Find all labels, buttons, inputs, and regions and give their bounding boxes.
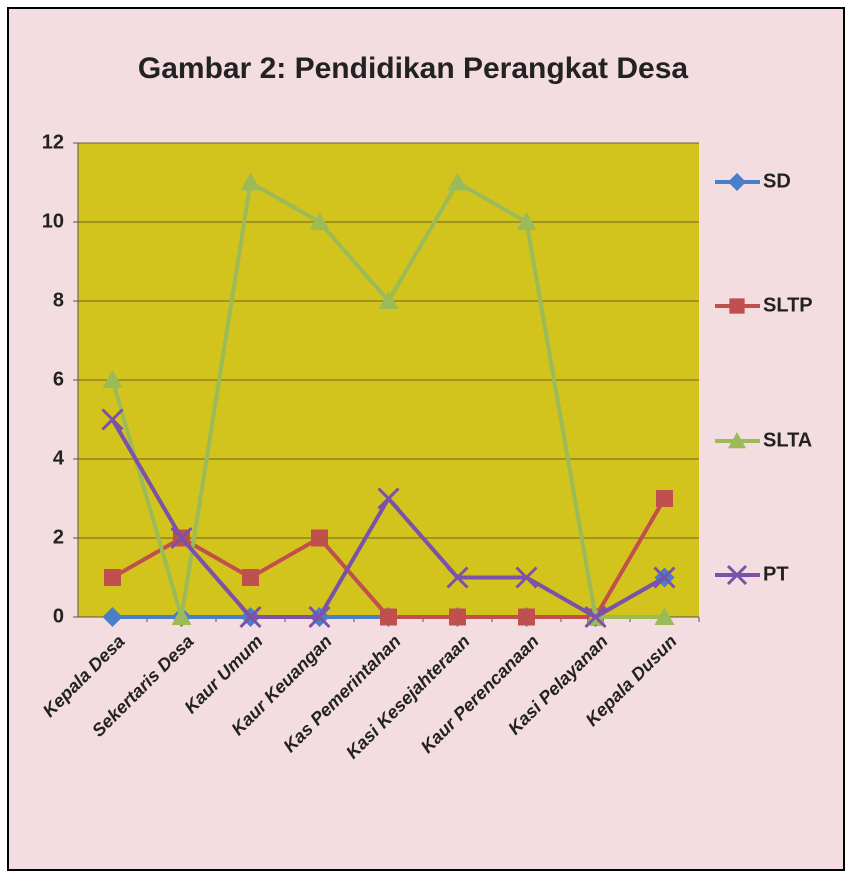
- chart-title: Gambar 2: Pendidikan Perangkat Desa: [138, 52, 689, 85]
- marker: [102, 607, 123, 627]
- marker: [102, 370, 123, 388]
- marker: [516, 212, 537, 230]
- legend-marker: [729, 298, 745, 314]
- legend-label: SD: [763, 170, 791, 192]
- legend-label: SLTP: [763, 294, 813, 316]
- marker: [239, 605, 262, 629]
- marker: [311, 529, 328, 547]
- legend-label: PT: [763, 563, 789, 585]
- marker: [170, 526, 193, 550]
- y-tick-label: 4: [53, 447, 65, 469]
- marker: [240, 172, 261, 191]
- marker: [377, 487, 400, 510]
- y-tick-label: 2: [53, 526, 64, 548]
- y-tick-label: 6: [53, 368, 64, 390]
- marker: [446, 566, 469, 589]
- marker: [654, 607, 675, 625]
- marker: [449, 608, 466, 626]
- marker: [171, 607, 192, 625]
- y-tick-label: 12: [42, 131, 64, 153]
- marker: [378, 291, 399, 309]
- marker: [380, 608, 397, 626]
- legend-marker: [728, 173, 746, 191]
- y-tick-label: 10: [42, 210, 64, 232]
- marker: [653, 566, 676, 589]
- marker: [515, 566, 538, 589]
- marker: [518, 608, 535, 626]
- marker: [309, 212, 330, 230]
- marker: [242, 569, 259, 586]
- legend-marker: [726, 564, 748, 586]
- marker: [308, 605, 331, 629]
- marker: [101, 408, 124, 431]
- marker: [104, 569, 121, 586]
- y-tick-label: 0: [53, 605, 64, 627]
- marker: [656, 490, 673, 507]
- y-tick-label: 8: [53, 289, 64, 311]
- legend-marker: [728, 432, 746, 449]
- marker: [584, 605, 607, 629]
- marker: [447, 172, 468, 191]
- legend-label: SLTA: [763, 429, 812, 451]
